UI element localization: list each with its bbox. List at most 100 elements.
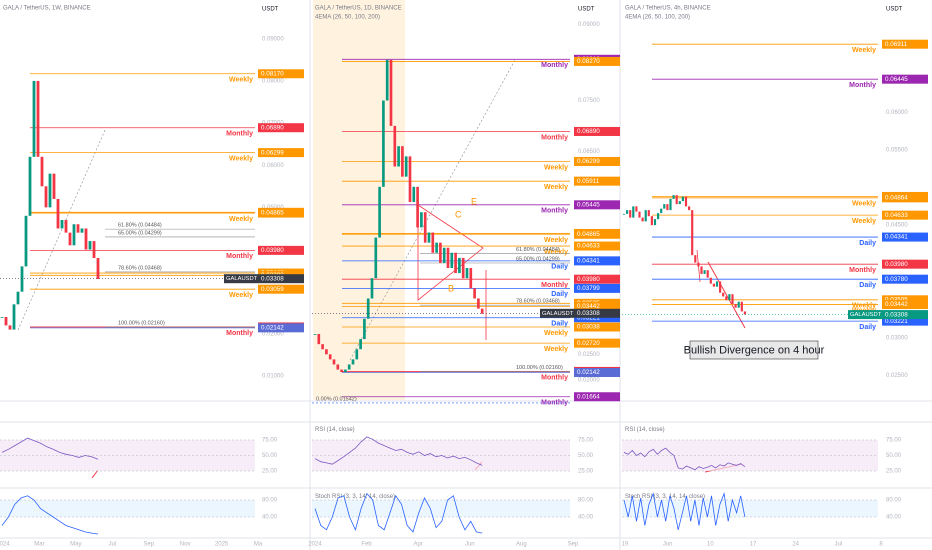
candle	[20, 266, 24, 292]
rsi-tick-label: 75.00	[886, 438, 902, 444]
level-tag: Weekly	[544, 164, 568, 171]
x-tick-label: Mar	[34, 542, 44, 548]
candle	[442, 247, 446, 263]
level-tag: Monthly	[849, 82, 876, 89]
current-price-box	[258, 274, 304, 284]
price-box	[882, 316, 928, 326]
y-tick-label: 0.03000	[886, 335, 908, 341]
y-tick-label: 0.09000	[262, 36, 284, 42]
candle	[32, 80, 36, 157]
level-tag: Daily	[859, 324, 876, 331]
candle	[480, 308, 484, 314]
y-tick-label: 0.06500	[578, 149, 600, 155]
candle	[370, 278, 374, 299]
candle	[340, 369, 343, 373]
x-tick-label: Jul	[108, 542, 116, 548]
drawings	[17, 59, 746, 479]
price-box	[882, 232, 928, 242]
level-tag: Daily	[551, 321, 568, 328]
candle	[473, 288, 476, 299]
y-tick-label: 0.09000	[578, 22, 600, 28]
rsi-line	[1, 437, 99, 460]
candle	[450, 252, 454, 269]
rsi-tick-label: 75.00	[262, 438, 278, 444]
candle	[722, 292, 725, 297]
y-tick-label: 0.06000	[262, 163, 284, 169]
current-symbol-box	[224, 274, 258, 284]
indicator-label: 4EMA (26, 50, 100, 200)	[315, 15, 380, 21]
price-box-label: 0.03221	[885, 318, 908, 325]
rsi-title: RSI (14, close)	[315, 427, 355, 433]
candle	[313, 334, 317, 335]
candle	[703, 270, 706, 274]
price-box-label: 0.04341	[577, 258, 600, 265]
price-box	[574, 229, 620, 239]
candle	[715, 281, 719, 287]
current-price-box	[882, 310, 928, 320]
price-box-label: 0.03780	[885, 276, 908, 283]
price-box-label: 0.04865	[577, 231, 600, 238]
rsi-line	[623, 447, 746, 471]
axis-unit: USDT	[578, 7, 595, 13]
current-symbol: GALAUSDT	[226, 276, 258, 282]
rsi-tick-label: 25.00	[886, 469, 902, 475]
axis-unit: USDT	[262, 7, 279, 13]
candle	[622, 213, 626, 215]
candle	[663, 204, 666, 209]
price-box-label: 0.01664	[577, 393, 600, 400]
candle	[461, 257, 465, 279]
x-tick-label: Aug	[516, 542, 527, 548]
candle	[44, 186, 48, 208]
price-box	[574, 392, 620, 402]
candle	[72, 224, 76, 246]
price-box-label: 0.04633	[577, 243, 600, 250]
candle	[359, 339, 362, 350]
current-symbol-box	[848, 310, 882, 320]
price-box	[882, 300, 928, 310]
fib-label: 100.00% (0.02160)	[516, 365, 563, 371]
level-tag: Weekly	[229, 77, 253, 84]
level-tag: Weekly	[544, 237, 568, 244]
stoch-band	[622, 500, 878, 517]
candle	[719, 281, 722, 293]
level-tag: Daily	[551, 291, 568, 298]
candle	[688, 206, 691, 211]
price-box	[574, 274, 620, 284]
price-box	[258, 208, 304, 218]
x-tick-label: Ma	[254, 542, 263, 548]
candle	[76, 224, 80, 233]
x-tick-label: Apr	[414, 542, 423, 548]
rsi-tick-label: 25.00	[262, 469, 278, 475]
candle	[423, 212, 427, 243]
candle	[709, 277, 712, 284]
x-tick-label: May	[70, 542, 81, 548]
current-price-box	[574, 308, 620, 318]
candle	[731, 294, 734, 304]
level-tag: Daily	[859, 282, 876, 289]
y-tick-label: 0.06000	[886, 110, 908, 116]
price-box	[258, 69, 304, 79]
fib-label: 61.80% (0.04484)	[118, 223, 162, 229]
candle	[427, 232, 431, 243]
level-tag: Daily	[859, 240, 876, 247]
candle	[672, 195, 675, 199]
annotation: Bullish Divergence on 4 hour	[684, 344, 825, 356]
price-box	[258, 323, 304, 333]
level-tag: Monthly	[541, 400, 568, 407]
x-tick-label: Sep	[568, 542, 579, 548]
y-tick-label: 0.02500	[886, 373, 908, 379]
candle	[60, 220, 64, 229]
candle	[725, 296, 728, 301]
rsi-tick-label: 25.00	[578, 469, 594, 475]
candle	[92, 241, 96, 258]
candle	[0, 316, 4, 318]
level-tag: Weekly	[544, 346, 568, 353]
candle	[635, 206, 638, 212]
price-box	[574, 283, 620, 293]
stoch-line	[623, 492, 746, 530]
x-tick-label: 8	[879, 542, 883, 548]
x-tick-label: Jun	[465, 542, 475, 548]
stoch-band	[312, 500, 570, 517]
candle	[401, 146, 404, 177]
